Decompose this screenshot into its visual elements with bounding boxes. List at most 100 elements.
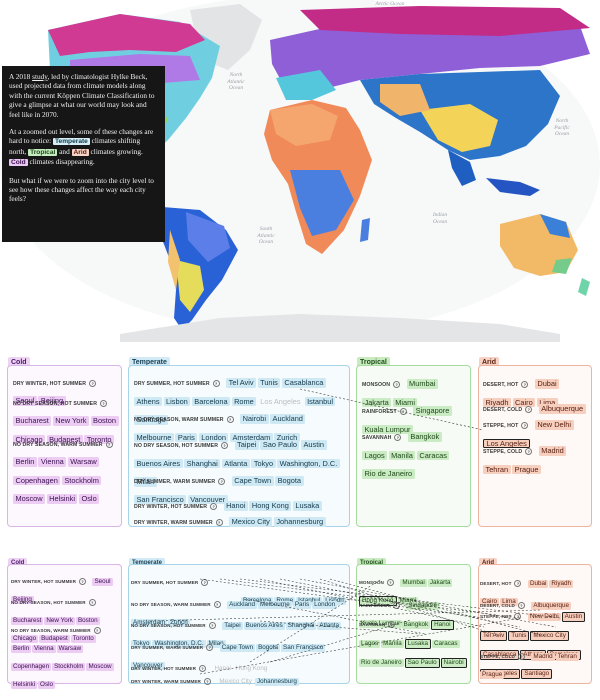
city-chip[interactable]: Beijing <box>11 596 34 604</box>
city-chip[interactable]: Mumbai <box>400 579 427 587</box>
city-chip-new[interactable]: Tel Aviv <box>480 631 508 641</box>
city-chip[interactable]: Chicago <box>13 434 46 444</box>
city-chip[interactable]: Seoul <box>92 578 113 586</box>
city-chip[interactable]: Taipei <box>234 440 259 450</box>
city-chip[interactable]: London <box>198 432 229 442</box>
city-chip[interactable]: Riyadh <box>483 397 512 407</box>
city-chip[interactable]: Bogota <box>256 644 281 652</box>
city-chip[interactable]: Dubai <box>534 379 560 389</box>
info-icon[interactable]: ? <box>215 519 223 526</box>
city-chip[interactable]: Jakarta <box>427 579 453 587</box>
city-chip[interactable]: Washington, D.C. <box>277 458 340 468</box>
info-icon[interactable]: ? <box>212 380 220 387</box>
city-chip[interactable]: Cape Town <box>231 476 274 486</box>
city-chip[interactable]: Rio de Janeiro <box>362 469 415 479</box>
city-chip[interactable]: Copenhagen <box>13 475 61 485</box>
city-chip[interactable]: New York <box>52 416 90 426</box>
city-chip[interactable]: Johannesburg <box>273 517 326 527</box>
city-chip[interactable]: Austin <box>300 440 327 450</box>
info-icon[interactable]: ? <box>392 381 401 388</box>
city-chip[interactable]: Istanbul <box>304 396 336 406</box>
city-chip[interactable]: Lagos <box>359 640 381 648</box>
city-chip[interactable]: Buenos Aires <box>243 622 285 630</box>
city-chip[interactable]: Paris <box>292 601 312 609</box>
city-chip[interactable]: Moscow <box>86 663 114 671</box>
city-chip[interactable]: Tokyo <box>131 640 152 648</box>
city-chip[interactable]: Buenos Aires <box>134 458 183 468</box>
city-chip-new[interactable]: Austin <box>561 612 586 622</box>
city-chip[interactable]: Manila <box>388 450 416 460</box>
info-icon[interactable]: ? <box>93 627 101 634</box>
city-chip[interactable]: Manila <box>381 640 404 648</box>
city-chip[interactable]: Madrid <box>538 446 567 456</box>
info-icon[interactable]: ? <box>517 653 525 660</box>
info-icon[interactable]: ? <box>386 579 394 586</box>
city-chip[interactable]: Mumbai <box>406 379 438 389</box>
info-icon[interactable]: ? <box>524 406 533 413</box>
info-icon[interactable]: ? <box>208 622 216 629</box>
city-chip[interactable]: Caracas <box>416 450 450 460</box>
city-chip[interactable]: Washington, D.C. <box>152 640 206 648</box>
city-chip[interactable]: Hanoi <box>223 501 248 511</box>
city-chip[interactable]: Bangkok <box>407 432 442 442</box>
info-icon[interactable]: ? <box>392 602 400 609</box>
city-chip[interactable]: Amsterdam <box>229 432 273 442</box>
city-chip[interactable]: Tel Aviv <box>226 378 257 388</box>
city-chip[interactable]: Melbourne <box>258 601 292 609</box>
city-chip[interactable]: Zurich <box>274 432 300 442</box>
city-chip[interactable]: Lisbon <box>163 396 191 406</box>
city-chip[interactable]: Boston <box>75 617 100 625</box>
city-chip[interactable]: New Delhi <box>534 420 574 430</box>
city-chip[interactable]: Berlin <box>13 457 37 467</box>
city-chip[interactable]: Moscow <box>13 494 46 504</box>
city-chip[interactable]: Paris <box>175 432 198 442</box>
city-chip-new[interactable]: Tunis <box>508 631 530 641</box>
info-icon[interactable]: ? <box>520 381 529 388</box>
study-link[interactable]: study <box>32 72 48 81</box>
city-chip[interactable]: Zurich <box>168 619 190 627</box>
city-chip[interactable]: Mexico City <box>229 517 273 527</box>
city-chip[interactable]: New Delhi <box>527 613 561 621</box>
city-chip-new[interactable]: Nairobi <box>440 658 467 668</box>
city-chip[interactable]: Tunis <box>257 378 281 388</box>
city-chip[interactable]: Dubai <box>527 580 549 588</box>
city-chip[interactable]: Santiago <box>134 415 169 425</box>
city-chip[interactable]: Hong Kong <box>249 501 292 511</box>
city-chip[interactable]: Tokyo <box>251 458 276 468</box>
city-chip[interactable]: Athens <box>134 396 163 406</box>
city-chip[interactable]: Melbourne <box>134 432 174 442</box>
city-chip[interactable]: Helsinki <box>11 681 38 689</box>
info-icon[interactable]: ? <box>524 448 533 455</box>
city-chip[interactable]: Amsterdam <box>131 619 168 627</box>
city-chip[interactable]: San Francisco <box>134 494 187 504</box>
city-chip[interactable]: Seoul <box>13 396 37 406</box>
info-icon[interactable]: ? <box>520 422 529 429</box>
city-chip[interactable]: Warsaw <box>67 457 100 467</box>
city-chip[interactable]: Helsinki <box>46 494 78 504</box>
city-chip[interactable]: Stockholm <box>61 475 102 485</box>
city-chip[interactable]: Prague <box>512 464 541 474</box>
city-chip[interactable]: Tehran <box>483 464 511 474</box>
city-chip[interactable]: Casablanca <box>281 378 326 388</box>
info-icon[interactable]: ? <box>99 400 108 407</box>
info-icon[interactable]: ? <box>78 578 86 585</box>
city-chip[interactable]: Taipei <box>222 622 243 630</box>
city-chip[interactable]: Prague <box>480 671 505 679</box>
city-chip-new[interactable]: Mexico City <box>530 631 569 641</box>
city-chip[interactable]: Lima <box>536 397 558 407</box>
city-chip[interactable]: Warsaw <box>56 645 84 653</box>
city-chip[interactable]: Bucharest <box>13 416 52 426</box>
city-chip[interactable]: Rio de Janeiro <box>359 659 404 667</box>
info-icon[interactable]: ? <box>203 678 211 685</box>
city-chip[interactable]: Atlanta <box>317 622 341 630</box>
city-chip[interactable]: Lagos <box>362 450 388 460</box>
info-icon[interactable]: ? <box>217 478 226 485</box>
city-chip[interactable]: Vienna <box>32 645 56 653</box>
city-chip[interactable]: Cairo <box>512 397 536 407</box>
info-icon[interactable]: ? <box>105 441 113 448</box>
city-chip[interactable]: Johannesburg <box>254 678 299 686</box>
city-chip[interactable]: Oslo <box>38 681 55 689</box>
city-chip[interactable]: Caracas <box>432 640 460 648</box>
city-chip[interactable]: Stockholm <box>52 663 86 671</box>
city-chip-new[interactable]: Hanoi <box>431 620 454 630</box>
